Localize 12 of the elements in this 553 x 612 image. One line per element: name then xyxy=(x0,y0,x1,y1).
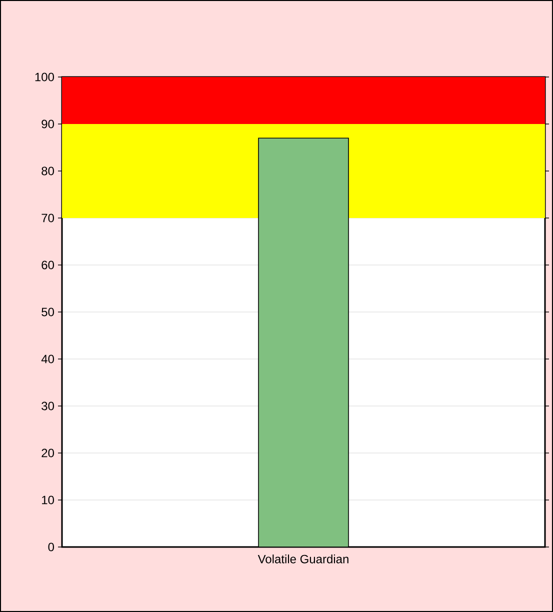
y-tick-label: 0 xyxy=(48,542,54,552)
y-tick-label: 50 xyxy=(42,308,54,316)
y-tick-label: 10 xyxy=(42,496,54,504)
y-tick-label: 60 xyxy=(42,260,54,270)
y-tick-label: 20 xyxy=(42,448,54,458)
y-tick-label: 90 xyxy=(42,120,54,128)
x-tick-label: Volatile Guardian xyxy=(258,554,348,564)
y-tick-label: 40 xyxy=(41,354,54,364)
y-tick-label: 70 xyxy=(42,214,54,222)
y-tick-label: 100 xyxy=(35,72,54,82)
y-tick-label: 30 xyxy=(42,402,54,410)
y-tick-label: 80 xyxy=(42,166,54,176)
